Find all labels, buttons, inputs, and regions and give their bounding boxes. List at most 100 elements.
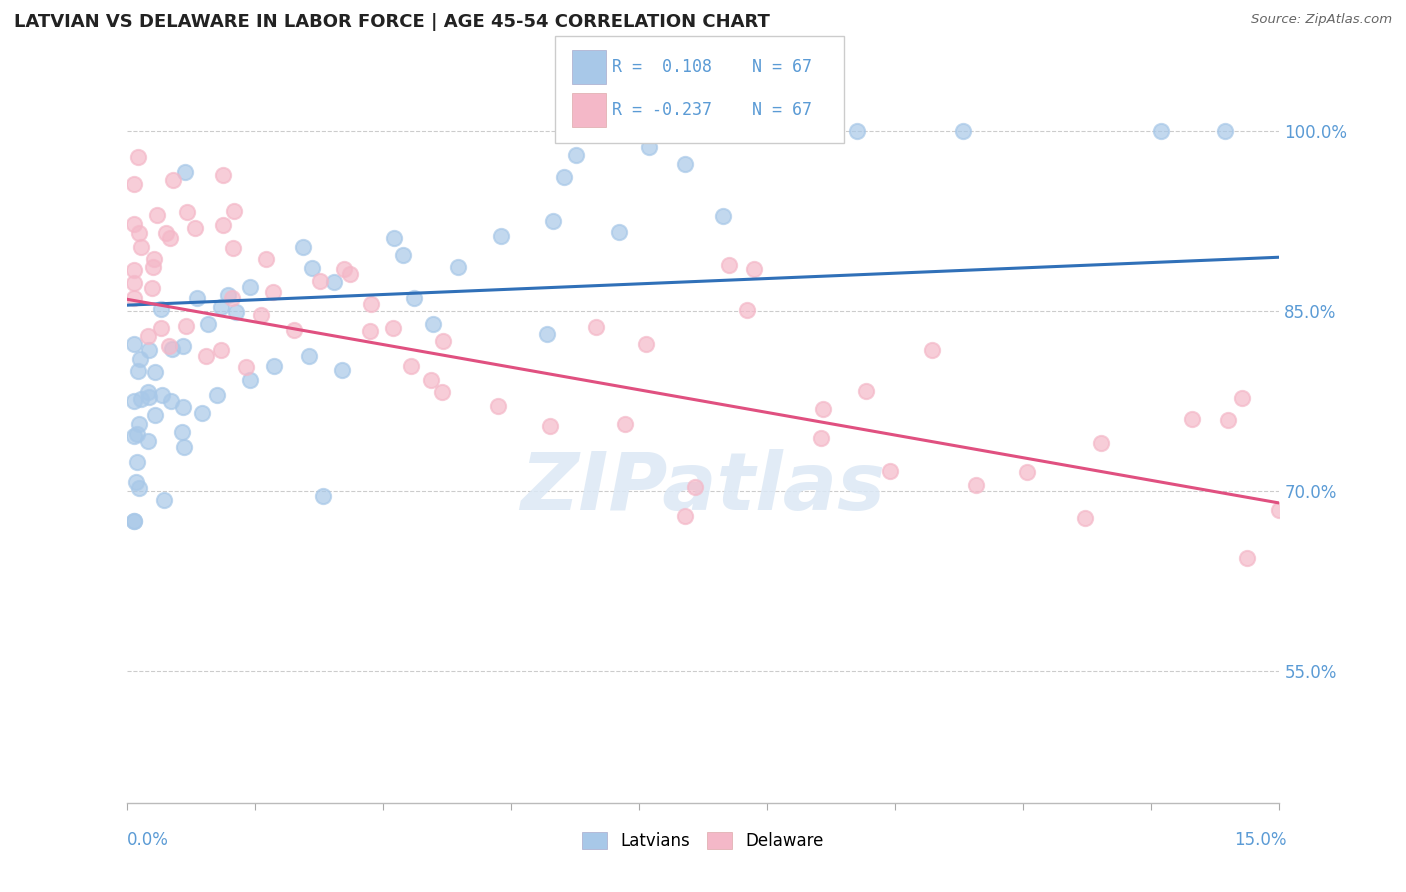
Point xyxy=(382,321,405,335)
Point xyxy=(122,337,145,351)
Point xyxy=(197,317,219,331)
Point xyxy=(718,258,741,272)
Point xyxy=(262,285,284,300)
Point xyxy=(845,124,868,138)
Point xyxy=(150,388,173,402)
Point xyxy=(291,240,314,254)
Point xyxy=(125,475,148,489)
Point xyxy=(1236,550,1258,565)
Text: ZIPatlas: ZIPatlas xyxy=(520,450,886,527)
Point xyxy=(209,300,232,314)
Point xyxy=(447,260,470,275)
Point xyxy=(565,148,588,162)
Point xyxy=(359,325,381,339)
Point xyxy=(392,248,415,262)
Point xyxy=(122,394,145,409)
Point xyxy=(1090,436,1112,450)
Point xyxy=(685,480,707,494)
Point xyxy=(536,326,558,341)
Point xyxy=(176,205,198,219)
Point xyxy=(162,172,184,186)
Legend: Latvians, Delaware: Latvians, Delaware xyxy=(575,825,831,856)
Point xyxy=(263,359,285,373)
Point xyxy=(254,252,277,267)
Point xyxy=(159,231,181,245)
Point xyxy=(419,373,441,387)
Point xyxy=(217,288,239,302)
Point xyxy=(122,429,145,443)
Point xyxy=(824,124,846,138)
Point xyxy=(146,208,169,222)
Point xyxy=(298,349,321,363)
Point xyxy=(129,392,152,406)
Point xyxy=(742,262,765,277)
Point xyxy=(541,214,564,228)
Point xyxy=(585,319,607,334)
Point xyxy=(222,241,245,255)
Point xyxy=(172,339,194,353)
Point xyxy=(636,337,658,351)
Point xyxy=(128,226,150,240)
Point xyxy=(128,417,150,432)
Point xyxy=(855,384,877,399)
Point xyxy=(224,203,246,218)
Point xyxy=(145,365,167,379)
Point xyxy=(250,308,273,322)
Point xyxy=(1232,391,1254,405)
Point xyxy=(129,352,152,367)
Point xyxy=(810,431,832,445)
Point xyxy=(162,342,184,356)
Text: R =  0.108    N = 67: R = 0.108 N = 67 xyxy=(612,58,811,76)
Point xyxy=(150,301,173,316)
Point xyxy=(432,334,454,348)
Point xyxy=(160,394,183,409)
Point xyxy=(330,362,353,376)
Point xyxy=(138,390,160,404)
Point xyxy=(283,323,305,337)
Point xyxy=(333,262,356,277)
Point xyxy=(360,296,382,310)
Point xyxy=(125,427,148,442)
Point xyxy=(952,124,974,138)
Point xyxy=(122,276,145,290)
Point xyxy=(157,339,180,353)
Point xyxy=(301,261,323,276)
Text: LATVIAN VS DELAWARE IN LABOR FORCE | AGE 45-54 CORRELATION CHART: LATVIAN VS DELAWARE IN LABOR FORCE | AGE… xyxy=(14,13,770,31)
Point xyxy=(538,418,561,433)
Point xyxy=(191,405,214,419)
Point xyxy=(308,274,330,288)
Point xyxy=(122,177,145,191)
Point xyxy=(122,515,145,529)
Point xyxy=(209,343,232,357)
Point xyxy=(136,385,159,400)
Point xyxy=(801,124,824,138)
Point xyxy=(136,434,159,448)
Point xyxy=(143,408,166,422)
Text: Source: ZipAtlas.com: Source: ZipAtlas.com xyxy=(1251,13,1392,27)
Point xyxy=(150,321,173,335)
Point xyxy=(638,140,661,154)
Point xyxy=(128,481,150,495)
Point xyxy=(142,252,165,266)
Point xyxy=(430,384,453,399)
Point xyxy=(1074,511,1097,525)
Point xyxy=(486,399,509,413)
Point xyxy=(1215,124,1237,138)
Point xyxy=(131,240,153,254)
Point xyxy=(770,124,793,138)
Point xyxy=(765,124,787,138)
Point xyxy=(1218,413,1240,427)
Point xyxy=(239,280,262,294)
Point xyxy=(613,417,636,432)
Point xyxy=(176,318,198,333)
Point xyxy=(221,291,243,305)
Point xyxy=(1181,412,1204,426)
Point xyxy=(382,231,405,245)
Point xyxy=(142,260,165,274)
Point xyxy=(1150,124,1173,138)
Point xyxy=(141,281,163,295)
Point xyxy=(1015,465,1038,479)
Point xyxy=(879,464,901,478)
Point xyxy=(153,492,176,507)
Point xyxy=(211,218,233,232)
